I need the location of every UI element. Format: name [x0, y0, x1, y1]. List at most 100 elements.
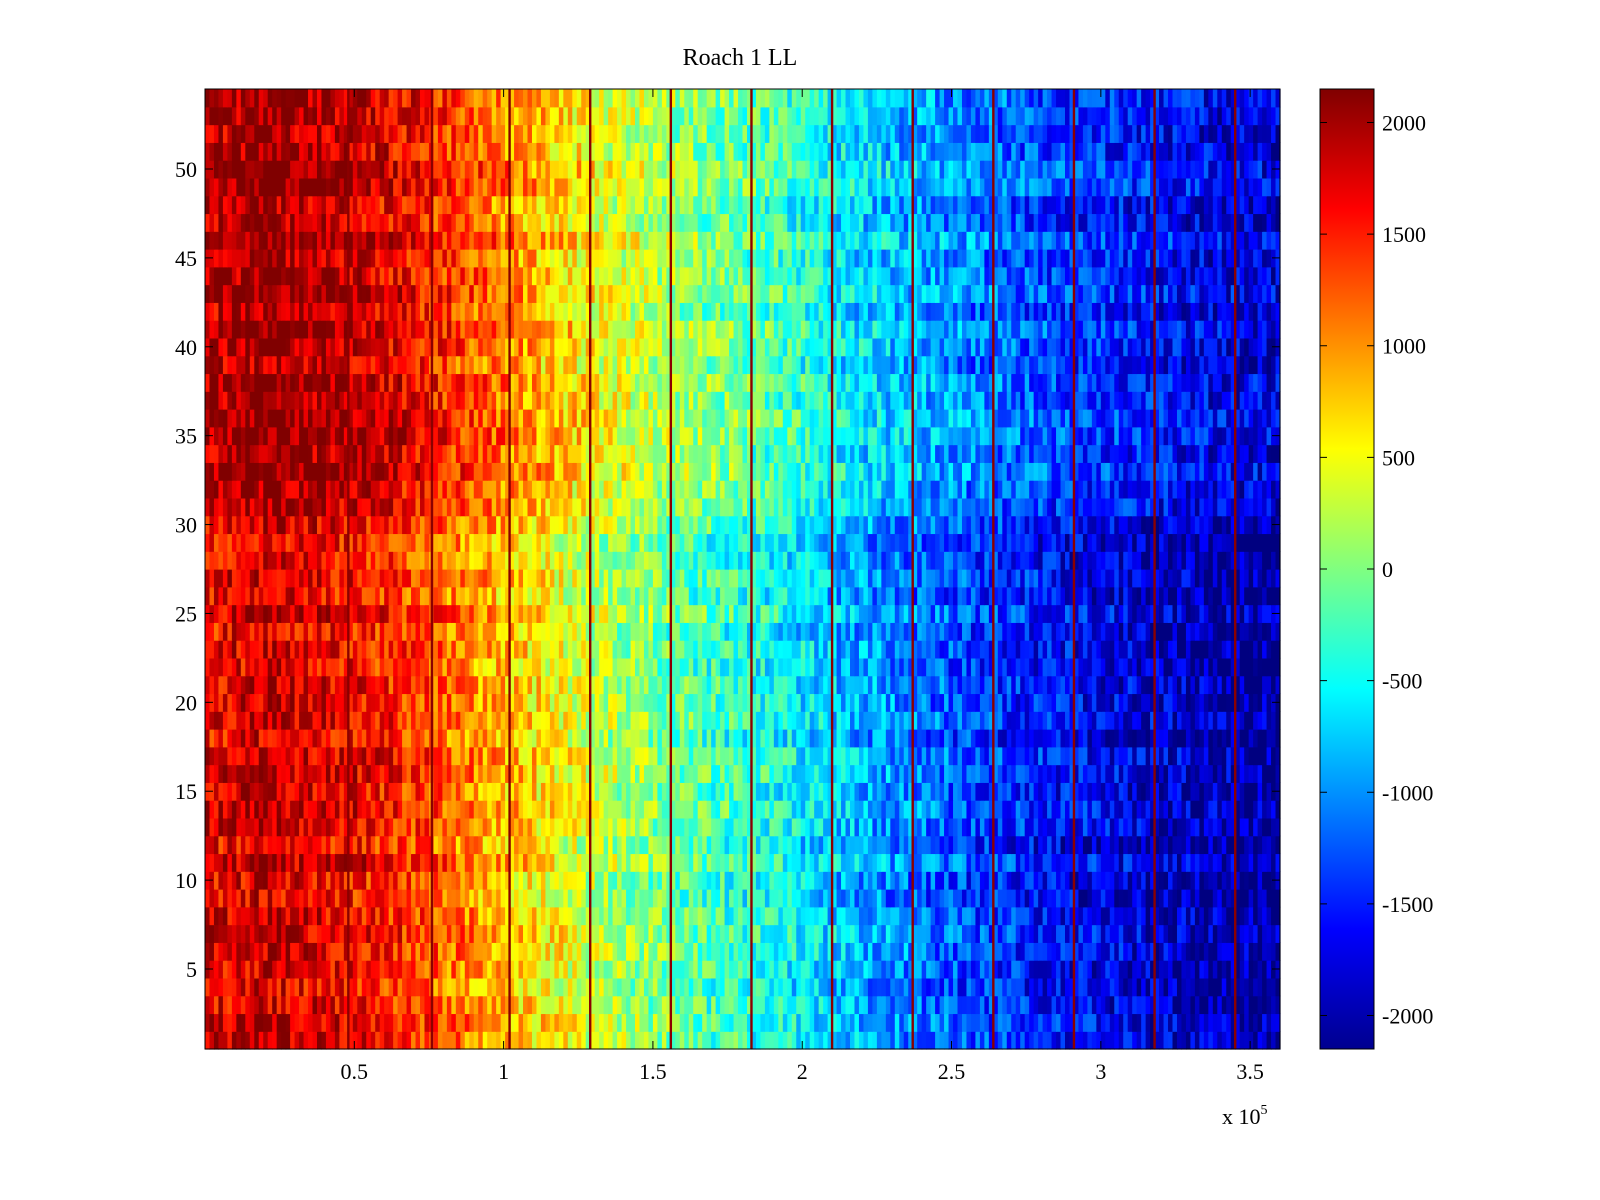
heatmap-cell [1038, 924, 1044, 943]
heatmap-cell [961, 889, 968, 908]
heatmap-cell [975, 889, 981, 908]
heatmap-cell [500, 889, 506, 908]
heatmap-cell [411, 782, 417, 801]
heatmap-cell [652, 693, 658, 712]
heatmap-cell [1199, 817, 1205, 837]
heatmap-cell [209, 906, 215, 926]
heatmap-cell [585, 977, 591, 997]
heatmap-cell [1226, 977, 1232, 997]
heatmap-cell [308, 782, 314, 801]
heatmap-cell [966, 817, 972, 837]
heatmap-cell [590, 995, 596, 1015]
heatmap-cell [455, 871, 461, 890]
heatmap-cell [496, 782, 502, 801]
heatmap-cell [917, 1013, 923, 1032]
heatmap-cell [370, 977, 376, 997]
heatmap-cell [1253, 1031, 1259, 1050]
heatmap-cell [729, 1031, 735, 1050]
heatmap-cell [1047, 924, 1053, 943]
heatmap-cell [540, 764, 547, 783]
heatmap-cell [603, 800, 609, 819]
heatmap-cell [460, 924, 466, 943]
heatmap-cell [514, 871, 520, 890]
heatmap-cell [1020, 693, 1026, 712]
heatmap-cell [1033, 693, 1039, 712]
heatmap-cell [643, 995, 650, 1015]
heatmap-cell [590, 693, 596, 712]
heatmap-cell [451, 1013, 457, 1032]
heatmap-cell [1051, 995, 1057, 1015]
heatmap-cell [308, 746, 314, 766]
heatmap-cell [285, 960, 291, 979]
heatmap-cell [751, 764, 757, 783]
heatmap-cell [800, 960, 806, 979]
heatmap-cell [791, 675, 797, 695]
heatmap-cell [711, 764, 717, 783]
heatmap-cell [558, 693, 564, 712]
heatmap-cell [648, 746, 654, 766]
heatmap-cell [702, 835, 708, 855]
heatmap-cell [778, 871, 784, 890]
heatmap-cell [769, 729, 775, 748]
heatmap-cell [276, 906, 282, 926]
heatmap-cell [397, 977, 403, 997]
heatmap-cell [294, 782, 300, 801]
heatmap-cell [1185, 1013, 1192, 1032]
heatmap-cell [218, 1031, 224, 1050]
heatmap-cell [881, 889, 887, 908]
heatmap-cell [1248, 729, 1254, 748]
heatmap-cell [500, 675, 506, 695]
heatmap-cell [666, 693, 672, 712]
heatmap-cell [424, 906, 430, 926]
heatmap-cell [729, 995, 735, 1015]
heatmap-cell [966, 889, 972, 908]
heatmap-cell [675, 693, 681, 712]
heatmap-cell [652, 889, 658, 908]
heatmap-cell [303, 782, 309, 801]
heatmap-cell [361, 835, 367, 855]
heatmap-cell [885, 1031, 891, 1050]
heatmap-cell [984, 764, 990, 783]
heatmap-cell [1087, 906, 1093, 926]
heatmap-cell [1262, 924, 1268, 943]
heatmap-cell [366, 835, 372, 855]
heatmap-cell [845, 1013, 851, 1032]
heatmap-cell [1114, 746, 1120, 766]
heatmap-cell [684, 764, 690, 783]
heatmap-cell [890, 1013, 896, 1032]
heatmap-cell [1096, 853, 1102, 872]
heatmap-cell [917, 711, 923, 730]
heatmap-cell [688, 729, 694, 748]
heatmap-cell [729, 942, 735, 961]
heatmap-cell [617, 853, 623, 872]
heatmap-cell [1145, 729, 1151, 748]
heatmap-cell [845, 977, 851, 997]
heatmap-cell [832, 711, 838, 730]
heatmap-cell [621, 729, 627, 748]
heatmap-cell [209, 924, 215, 943]
heatmap-cell [1194, 1031, 1200, 1050]
heatmap-cell [540, 1013, 547, 1032]
heatmap-cell [411, 889, 417, 908]
heatmap-cell [1038, 764, 1044, 783]
heatmap-cell [1082, 1031, 1088, 1050]
heatmap-cell [379, 942, 385, 961]
heatmap-cell [711, 995, 717, 1015]
heatmap-cell [581, 906, 587, 926]
heatmap-cell [1208, 835, 1214, 855]
heatmap-cell [755, 746, 762, 766]
heatmap-cell [787, 729, 793, 748]
heatmap-cell [1082, 871, 1088, 890]
heatmap-cell [809, 1031, 815, 1050]
heatmap-cell [630, 782, 636, 801]
heatmap-cell [684, 835, 690, 855]
heatmap-cell [415, 746, 421, 766]
heatmap-cell [997, 782, 1003, 801]
heatmap-cell [240, 1013, 246, 1032]
heatmap-cell [796, 942, 802, 961]
heatmap-cell [514, 1031, 520, 1050]
heatmap-cell [469, 817, 475, 837]
heatmap-cell [652, 835, 658, 855]
heatmap-cell [1105, 924, 1111, 943]
heatmap-cell [496, 977, 502, 997]
